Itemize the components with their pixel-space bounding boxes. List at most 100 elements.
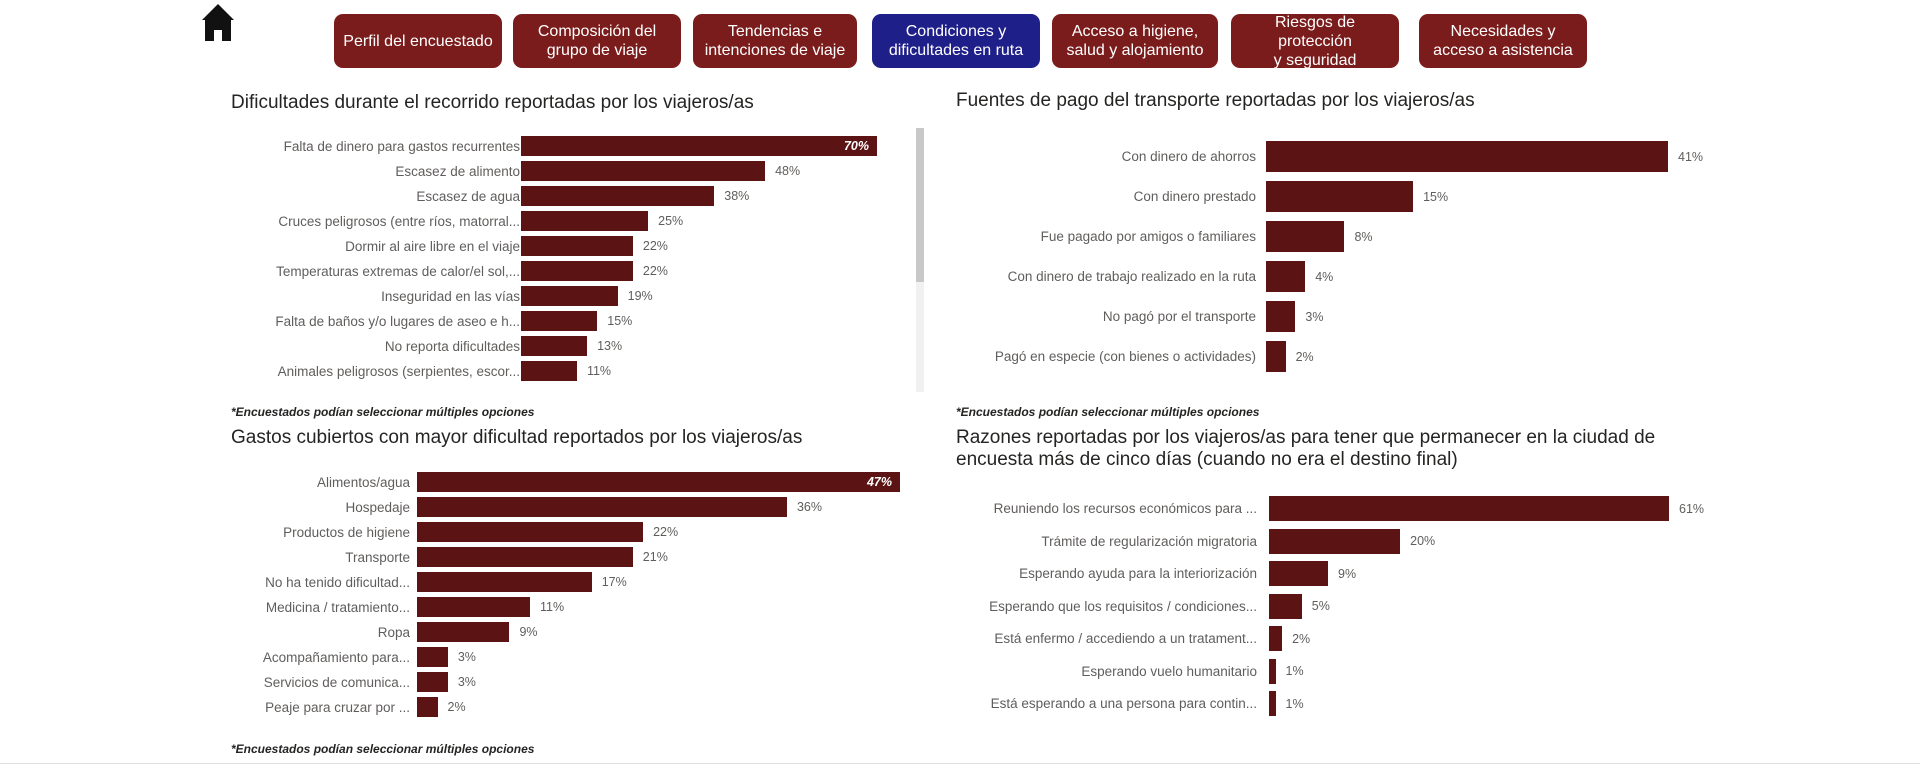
bar[interactable]	[417, 572, 592, 592]
data-label: 36%	[796, 500, 822, 514]
bar-row[interactable]: Reuniendo los recursos económicos para .…	[956, 496, 1729, 521]
bar[interactable]	[1266, 141, 1668, 172]
data-label: 2%	[447, 700, 466, 714]
bar[interactable]	[417, 597, 531, 617]
bar-row[interactable]: Fue pagado por amigos o familiares 8%	[956, 221, 1728, 252]
bar-row[interactable]: Falta de baños y/o lugares de aseo e h..…	[231, 311, 937, 331]
bar-row[interactable]: Con dinero de ahorros 41%	[956, 141, 1728, 172]
bar[interactable]	[417, 522, 644, 542]
bar[interactable]	[417, 497, 787, 517]
home-icon[interactable]	[201, 2, 235, 42]
bar[interactable]	[1266, 301, 1296, 332]
bar[interactable]	[1269, 528, 1401, 554]
bar[interactable]	[1269, 658, 1276, 684]
category-label: Cruces peligrosos (entre ríos, matorral.…	[278, 213, 520, 229]
bar[interactable]	[1269, 561, 1329, 586]
bar-row[interactable]: Escasez de agua 38%	[231, 186, 937, 206]
nav-button-tendencias[interactable]: Tendencias e intenciones de viaje	[693, 14, 857, 68]
category-label: Esperando ayuda para la interiorización	[1019, 566, 1257, 581]
bar[interactable]	[417, 622, 510, 642]
category-label: Está enfermo / accediendo a un tratament…	[994, 631, 1257, 646]
bar-row[interactable]: Animales peligrosos (serpientes, escor..…	[231, 361, 937, 381]
category-label: Esperando vuelo humanitario	[1081, 663, 1257, 679]
bar[interactable]	[521, 336, 588, 356]
bar[interactable]	[521, 136, 877, 156]
bar-row[interactable]: Dormir al aire libre en el viaje 22%	[231, 236, 937, 256]
data-label: 9%	[519, 625, 538, 639]
bar-row[interactable]: Escasez de alimento 48%	[231, 161, 937, 181]
bar[interactable]	[521, 361, 577, 381]
category-label: Trámite de regularización migratoria	[1041, 533, 1257, 549]
bar[interactable]	[1269, 626, 1283, 651]
bar[interactable]	[417, 672, 448, 692]
chart-title-fuentes-pago: Fuentes de pago del transporte reportada…	[956, 90, 1475, 111]
bar-row[interactable]: Con dinero de trabajo realizado en la ru…	[956, 261, 1728, 292]
bar-row[interactable]: Falta de dinero para gastos recurrentes 7…	[231, 136, 937, 156]
data-label: 11%	[586, 364, 612, 378]
category-label: Pagó en especie (con bienes o actividade…	[994, 349, 1256, 364]
bar[interactable]	[1266, 181, 1414, 212]
nav-button-acceso[interactable]: Acceso a higiene, salud y alojamiento	[1052, 14, 1218, 68]
category-label: Hospedaje	[345, 499, 410, 515]
bar-row[interactable]: Productos de higiene 22%	[231, 522, 960, 542]
bar-row[interactable]: Con dinero prestado 15%	[956, 181, 1728, 212]
bar[interactable]	[521, 236, 633, 256]
category-label: No pagó por el transporte	[1102, 309, 1256, 324]
bar-row[interactable]: Ropa 9%	[231, 622, 960, 642]
nav-button-condiciones[interactable]: Condiciones y dificultades en ruta	[872, 14, 1040, 68]
data-label: 38%	[724, 189, 750, 203]
category-label: No reporta dificultades	[384, 338, 520, 354]
bar[interactable]	[1266, 261, 1306, 292]
nav-button-perfil[interactable]: Perfil del encuestado	[334, 14, 502, 68]
bar-row[interactable]: Peaje para cruzar por ... 2%	[231, 697, 960, 717]
bar[interactable]	[417, 697, 438, 717]
bar-row[interactable]: Esperando ayuda para la interiorización 9…	[956, 561, 1729, 586]
bar[interactable]	[417, 647, 448, 667]
nav-button-riesgos[interactable]: Riesgos de protección y seguridad	[1231, 14, 1399, 69]
bar[interactable]	[521, 186, 715, 206]
bar-row[interactable]: Transporte 21%	[231, 547, 960, 567]
data-label: 19%	[627, 289, 653, 303]
bar-row[interactable]: Cruces peligrosos (entre ríos, matorral.…	[231, 211, 937, 231]
chart-scrollbar-thumb[interactable]	[916, 128, 924, 282]
bar-row[interactable]: Pagó en especie (con bienes o actividade…	[956, 341, 1728, 372]
bar-row[interactable]: No pagó por el transporte 3%	[956, 301, 1728, 332]
category-label: Con dinero de ahorros	[1121, 149, 1256, 164]
bar-row[interactable]: Esperando que los requisitos / condicion…	[956, 593, 1729, 619]
data-label: 70%	[843, 139, 869, 153]
bar[interactable]	[1266, 341, 1286, 372]
bar-row[interactable]: Temperaturas extremas de calor/el sol,..…	[231, 261, 937, 281]
bar[interactable]	[1269, 496, 1669, 521]
category-label: No ha tenido dificultad...	[265, 574, 410, 590]
bar[interactable]	[417, 547, 633, 567]
bar-row[interactable]: Hospedaje 36%	[231, 497, 960, 517]
bar[interactable]	[521, 161, 766, 181]
bar[interactable]	[521, 211, 649, 231]
chart-fuentes-pago: Con dinero de ahorros 41% Con dinero prest…	[956, 141, 1728, 381]
bar[interactable]	[521, 261, 633, 281]
data-label: 9%	[1338, 566, 1357, 581]
bar-row[interactable]: Esperando vuelo humanitario 1%	[956, 658, 1729, 684]
bar-row[interactable]: Servicios de comunica... 3%	[231, 672, 960, 692]
bar[interactable]	[1269, 593, 1302, 619]
bar[interactable]	[1269, 691, 1276, 716]
category-label: Dormir al aire libre en el viaje	[345, 238, 520, 254]
data-label: 22%	[653, 525, 679, 539]
bar-row[interactable]: Medicina / tratamiento... 11%	[231, 597, 960, 617]
bar-row[interactable]: Está esperando a una persona para contin…	[956, 691, 1729, 716]
bar-row[interactable]: Trámite de regularización migratoria 20%	[956, 528, 1729, 554]
bar-row[interactable]: Está enfermo / accediendo a un tratament…	[956, 626, 1729, 651]
nav-button-composicion[interactable]: Composición del grupo de viaje	[513, 14, 681, 68]
nav-button-necesidades[interactable]: Necesidades y acceso a asistencia	[1419, 14, 1587, 68]
bar[interactable]	[521, 286, 618, 306]
category-label: Temperaturas extremas de calor/el sol,..…	[276, 263, 520, 279]
category-label: Servicios de comunica...	[263, 674, 410, 690]
bar-row[interactable]: Inseguridad en las vías 19%	[231, 286, 937, 306]
bar[interactable]	[417, 472, 900, 492]
bar[interactable]	[1266, 221, 1345, 252]
bar-row[interactable]: Alimentos/agua 47%	[231, 472, 960, 492]
bar-row[interactable]: Acompañamiento para... 3%	[231, 647, 960, 667]
bar-row[interactable]: No reporta dificultades 13%	[231, 336, 937, 356]
bar[interactable]	[521, 311, 598, 331]
bar-row[interactable]: No ha tenido dificultad... 17%	[231, 572, 960, 592]
